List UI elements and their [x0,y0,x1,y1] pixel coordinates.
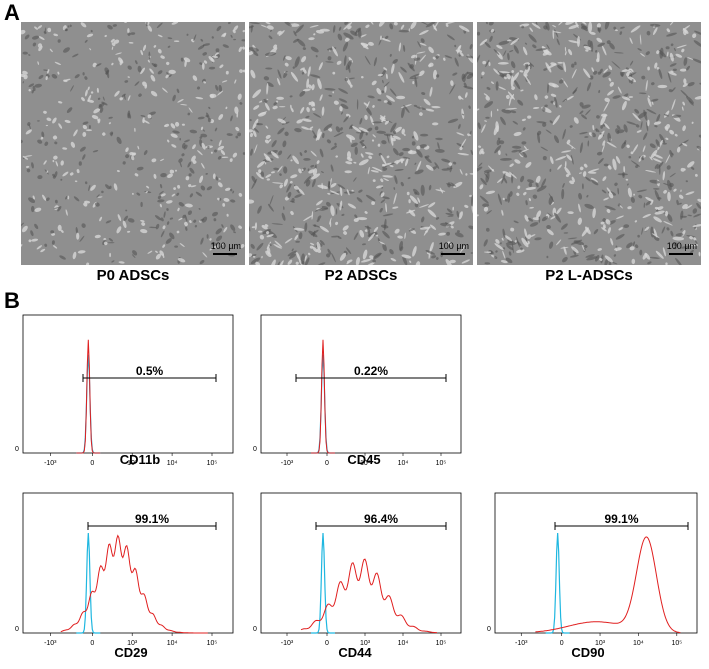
scale-bar [441,253,465,255]
scale-label: 100 µm [666,241,697,251]
gate-percentage: 0.5% [136,364,164,378]
x-tick-label: 10³ [127,460,138,466]
flow-plot-cd11b: 0 -10³ 0 10³ 10⁴ 10⁵ 0.5% [8,310,244,466]
x-tick-label: -10³ [281,460,294,466]
x-tick-label: 10³ [595,640,606,647]
x-tick-label: 10³ [360,640,371,647]
x-tick-label: 10⁴ [633,640,644,647]
x-tick-label: -10³ [44,640,57,647]
histogram: 0 -10³ 0 10³ 10⁴ 10⁵ 99.1% [487,492,698,647]
x-tick-label: 10⁴ [398,640,409,647]
flow-plot-cd29: 0 -10³ 0 10³ 10⁴ 10⁵ 99.1% [8,488,244,650]
caption-p2-l: P2 L-ADSCs [545,267,633,284]
caption-p2: P2 ADSCs [324,267,398,284]
x-tick-label: 10⁵ [436,640,447,647]
scale-bar [213,253,237,255]
cell-texture [21,22,245,265]
histogram: 0 -10³ 0 10³ 10⁴ 10⁵ 96.4% [253,492,462,647]
y-tick-label: 0 [487,626,491,633]
y-tick-label: 0 [15,446,19,453]
scale-label: 100 µm [210,241,241,251]
x-tick-label: 10⁵ [207,640,218,647]
gate-percentage: 99.1% [604,512,638,526]
gate-percentage: 96.4% [364,512,398,526]
y-tick-label: 0 [253,446,257,453]
marker-label: CD44 [338,645,372,660]
marker-label: CD90 [571,645,605,660]
histogram: 0 -10³ 0 10³ 10⁴ 10⁵ 0.22% [253,314,462,466]
flow-plot-cd45: 0 -10³ 0 10³ 10⁴ 10⁵ 0.22% [236,310,472,466]
x-tick-label: 0 [90,640,94,647]
micrograph-p2: 100 µm [249,22,473,265]
histogram: 0 -10³ 0 10³ 10⁴ 10⁵ 99.1% [15,492,234,647]
x-tick-label: -10³ [281,640,294,647]
cell-texture [477,22,701,265]
marker-label: CD11b [119,452,161,467]
marker-label: CD29 [114,645,148,660]
micrograph-p2-l: 100 µm [477,22,701,265]
x-tick-label: 0 [560,640,564,647]
x-tick-label: 0 [90,460,94,466]
cell-texture [249,22,473,265]
x-tick-label: 10⁴ [398,460,409,466]
y-tick-label: 0 [15,626,19,633]
x-tick-label: -10³ [515,640,528,647]
x-tick-label: 0 [325,460,329,466]
x-tick-label: 10⁴ [167,640,178,647]
gate-percentage: 99.1% [135,512,169,526]
x-tick-label: 10³ [360,460,371,466]
gate-percentage: 0.22% [354,364,388,378]
x-tick-label: 10⁵ [436,460,447,466]
x-tick-label: 10⁵ [671,640,682,647]
micrograph-p0: 100 µm [21,22,245,265]
y-tick-label: 0 [253,626,257,633]
histogram: 0 -10³ 0 10³ 10⁴ 10⁵ 0.5% [15,314,234,466]
flow-plot-cd44: 0 -10³ 0 10³ 10⁴ 10⁵ 96.4% [236,488,472,650]
caption-p0: P0 ADSCs [96,267,170,284]
panel-a-letter: A [4,0,20,25]
scale-bar [669,253,693,255]
x-tick-label: -10³ [44,460,57,466]
marker-label: CD45 [347,452,381,467]
panel-b-letter: B [4,288,20,313]
x-tick-label: 10⁵ [207,460,218,466]
flow-plot-cd90: 0 -10³ 0 10³ 10⁴ 10⁵ 99.1% [470,488,706,650]
scale-label: 100 µm [438,241,469,251]
x-tick-label: 0 [325,640,329,647]
x-tick-label: 10³ [127,640,138,647]
x-tick-label: 10⁴ [167,460,178,466]
